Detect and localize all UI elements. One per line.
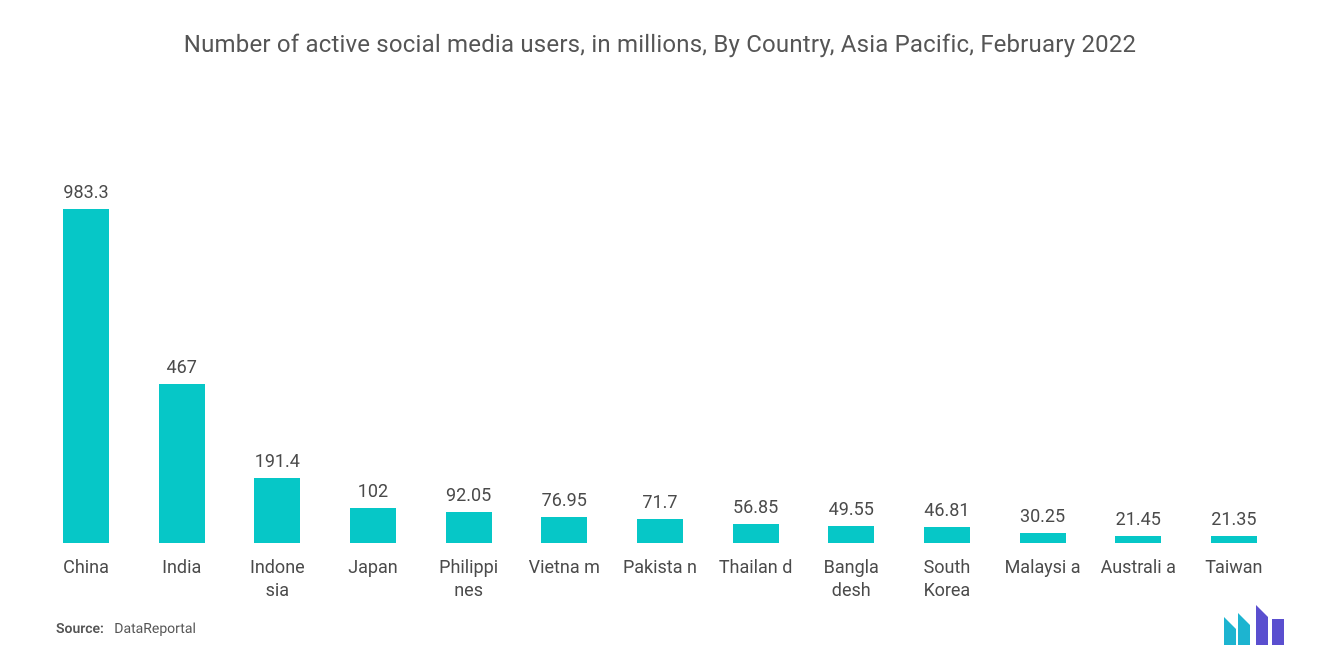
bar-category-label: Pakista n <box>623 557 697 605</box>
bar-zone: 92.05 <box>423 108 515 543</box>
bar-zone: 102 <box>327 108 419 543</box>
bar-value-label: 191.4 <box>255 451 300 472</box>
bar-value-label: 76.95 <box>542 490 587 511</box>
bar-category-label: Taiwan <box>1205 557 1262 605</box>
bar-column: 46.81 South Korea <box>901 108 993 605</box>
bar-column: 49.55 Bangla desh <box>805 108 897 605</box>
bar-zone: 46.81 <box>901 108 993 543</box>
bar <box>159 384 205 543</box>
bar-zone: 49.55 <box>805 108 897 543</box>
bar-category-label: China <box>63 557 109 605</box>
bar <box>1020 533 1066 543</box>
bar-column: 56.85 Thailan d <box>710 108 802 605</box>
bar-zone: 21.45 <box>1092 108 1184 543</box>
source-attribution: Source: DataReportal <box>56 621 196 637</box>
bar-zone: 71.7 <box>614 108 706 543</box>
bar-category-label: Thailan d <box>719 557 793 605</box>
bar <box>446 512 492 543</box>
bar-column: 92.05 Philippi nes <box>423 108 515 605</box>
bar-zone: 30.25 <box>997 108 1089 543</box>
bar <box>924 527 970 543</box>
bar <box>254 478 300 543</box>
bar-category-label: Malaysi a <box>1005 557 1081 605</box>
bar-column: 76.95 Vietna m <box>518 108 610 605</box>
brand-logo <box>1224 605 1284 645</box>
bar-value-label: 56.85 <box>733 497 778 518</box>
source-value: DataReportal <box>114 621 196 637</box>
bar-zone: 467 <box>136 108 228 543</box>
bar-zone: 983.3 <box>40 108 132 543</box>
chart-plot-area: 983.3 China 467 India 191.4 Indone sia 102 Japa… <box>40 108 1280 605</box>
bar-category-label: Australi a <box>1101 557 1176 605</box>
bar-value-label: 21.45 <box>1116 509 1161 530</box>
bar <box>1115 536 1161 543</box>
bar-category-label: India <box>162 557 201 605</box>
source-label: Source: <box>56 621 104 637</box>
bar <box>350 508 396 543</box>
bar-value-label: 49.55 <box>829 499 874 520</box>
chart-container: Number of active social media users, in … <box>40 30 1280 605</box>
bar-zone: 76.95 <box>518 108 610 543</box>
bar-category-label: Indone sia <box>237 557 317 605</box>
bar-value-label: 983.3 <box>63 182 108 203</box>
bar-column: 191.4 Indone sia <box>231 108 323 605</box>
bar-category-label: Vietna m <box>529 557 600 605</box>
bar <box>541 517 587 543</box>
bar-column: 21.45 Australi a <box>1092 108 1184 605</box>
bar-column: 983.3 China <box>40 108 132 605</box>
bar-value-label: 102 <box>358 481 388 502</box>
bar-category-label: South Korea <box>907 557 987 605</box>
bar-value-label: 30.25 <box>1020 506 1065 527</box>
chart-title: Number of active social media users, in … <box>40 30 1280 58</box>
bar <box>1211 536 1257 543</box>
bar <box>637 519 683 543</box>
bar-value-label: 71.7 <box>642 492 677 513</box>
bar-value-label: 21.35 <box>1211 509 1256 530</box>
bar-value-label: 92.05 <box>446 485 491 506</box>
bar <box>63 209 109 543</box>
bar-zone: 21.35 <box>1188 108 1280 543</box>
bar-zone: 191.4 <box>231 108 323 543</box>
bar-value-label: 467 <box>166 357 196 378</box>
bar-value-label: 46.81 <box>924 500 969 521</box>
bar-column: 102 Japan <box>327 108 419 605</box>
bar-category-label: Philippi nes <box>429 557 509 605</box>
bar <box>733 524 779 543</box>
bar-zone: 56.85 <box>710 108 802 543</box>
bar-column: 21.35 Taiwan <box>1188 108 1280 605</box>
bar-column: 71.7 Pakista n <box>614 108 706 605</box>
bar-category-label: Japan <box>348 557 398 605</box>
bar <box>828 526 874 543</box>
bar-column: 467 India <box>136 108 228 605</box>
bar-category-label: Bangla desh <box>811 557 891 605</box>
bar-column: 30.25 Malaysi a <box>997 108 1089 605</box>
